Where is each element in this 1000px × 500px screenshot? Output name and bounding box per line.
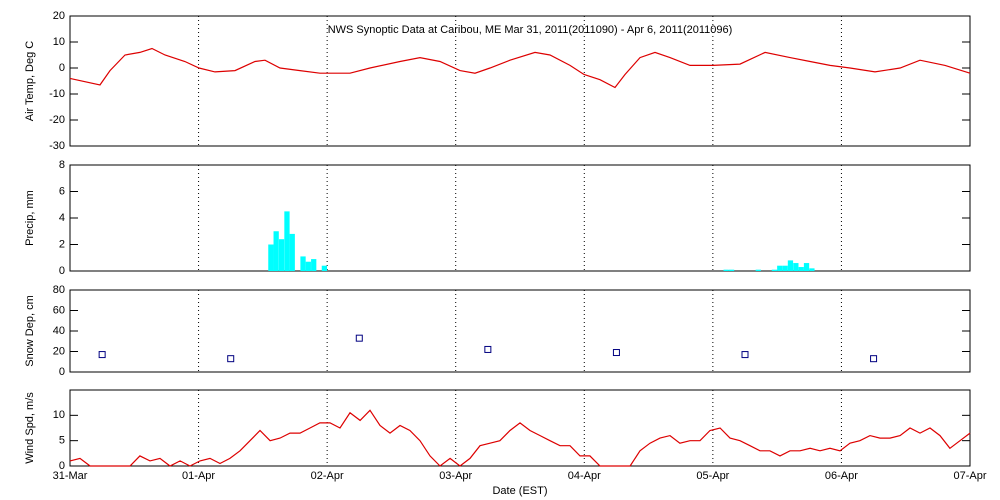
bar [793, 263, 799, 271]
panel: 0 20 40 60 80 Snow Dep, cm [24, 284, 971, 378]
bar [278, 239, 285, 271]
point [612, 349, 620, 357]
panel: 31-Mar 01-Apr 02-Apr 03-Apr 04-Apr 05-Apr 06-A… [24, 389, 987, 497]
point [355, 334, 363, 342]
x-tick-label: 31-Mar [53, 470, 88, 482]
bar [803, 263, 810, 271]
plot-area [69, 409, 971, 467]
bar [782, 265, 788, 271]
data-line [69, 409, 971, 467]
y-tick-label: 5 [59, 435, 65, 447]
y-tick-label: 6 [59, 185, 65, 197]
point [484, 345, 492, 353]
plot-frame [69, 15, 971, 147]
x-tick-label: 04-Apr [568, 470, 601, 482]
x-axis-label: Date (EST) [492, 485, 547, 497]
y-tick-label: -30 [49, 140, 65, 152]
y-tick-label: 0 [59, 366, 65, 378]
y-tick-label: 10 [53, 36, 65, 48]
y-axis-label: Wind Spd, m/s [24, 392, 36, 464]
point [98, 351, 106, 359]
y-tick-label: 20 [53, 345, 65, 357]
x-tick-label: 01-Apr [182, 470, 215, 482]
y-tick-label: 60 [53, 304, 65, 316]
x-tick-label: 03-Apr [439, 470, 472, 482]
plot-frame [69, 389, 971, 467]
y-tick-label: 2 [59, 238, 65, 250]
bar [771, 269, 778, 271]
point [870, 355, 878, 363]
bar [787, 260, 794, 271]
bar [321, 265, 328, 271]
bar [798, 267, 804, 271]
y-axis-label: Precip, mm [24, 190, 36, 246]
x-tick-label: 02-Apr [311, 470, 344, 482]
bar [305, 261, 311, 271]
y-tick-label: 10 [53, 409, 65, 421]
plot-frame [69, 164, 971, 272]
x-tick-label: 06-Apr [825, 470, 858, 482]
y-axis-label: Snow Dep, cm [24, 295, 36, 367]
chart-title: NWS Synoptic Data at Caribou, ME Mar 31,… [328, 24, 733, 36]
plot-area [69, 47, 971, 89]
y-tick-label: 8 [59, 159, 65, 171]
x-tick-label: 07-Apr [953, 470, 986, 482]
x-tick-label: 05-Apr [696, 470, 729, 482]
y-tick-label: 0 [59, 62, 65, 74]
plot-area [268, 211, 815, 271]
panel: -30 -20 -10 0 10 20 Air Temp, Deg C NWS Synopti… [24, 10, 971, 152]
y-tick-label: 20 [53, 10, 65, 22]
data-line [69, 47, 971, 89]
bar [273, 231, 279, 271]
plot-area [98, 334, 878, 363]
bar [300, 256, 306, 271]
plot-frame [69, 289, 971, 373]
panel: 0 2 4 6 8 Precip, mm [24, 159, 971, 277]
bar [311, 259, 317, 271]
point [227, 355, 235, 363]
y-tick-label: 80 [53, 284, 65, 296]
bar [723, 269, 729, 271]
y-tick-label: 4 [59, 212, 65, 224]
y-tick-label: 40 [53, 325, 65, 337]
y-tick-label: -10 [49, 88, 65, 100]
bar [777, 265, 783, 271]
bar [728, 269, 735, 271]
y-axis-label: Air Temp, Deg C [24, 41, 36, 122]
y-tick-label: -20 [49, 114, 65, 126]
point [741, 351, 749, 359]
bar [809, 268, 815, 271]
bar [755, 269, 761, 271]
y-tick-label: 0 [59, 460, 65, 472]
bar [289, 233, 295, 271]
bar [268, 244, 274, 271]
bar [284, 211, 290, 271]
y-tick-label: 0 [59, 265, 65, 277]
